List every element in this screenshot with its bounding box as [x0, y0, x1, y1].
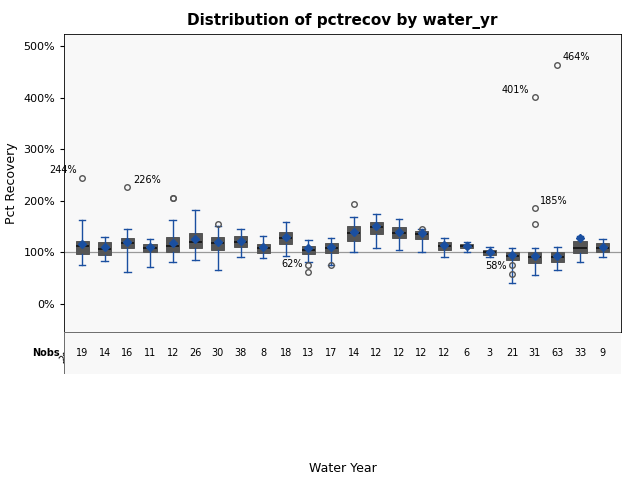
PathPatch shape	[324, 243, 338, 253]
PathPatch shape	[506, 252, 518, 260]
PathPatch shape	[347, 227, 360, 241]
Text: 226%: 226%	[133, 175, 161, 184]
PathPatch shape	[392, 228, 406, 238]
PathPatch shape	[234, 236, 247, 247]
Y-axis label: Pct Recovery: Pct Recovery	[4, 142, 18, 224]
Text: Water Year: Water Year	[308, 462, 376, 475]
Text: 63: 63	[551, 348, 564, 358]
Text: 38: 38	[234, 348, 246, 358]
Text: 12: 12	[166, 348, 179, 358]
Text: 62%: 62%	[282, 259, 303, 269]
PathPatch shape	[551, 252, 564, 263]
Text: 9: 9	[600, 348, 605, 358]
PathPatch shape	[98, 242, 111, 255]
PathPatch shape	[166, 237, 179, 252]
PathPatch shape	[528, 252, 541, 264]
PathPatch shape	[257, 244, 269, 253]
PathPatch shape	[596, 243, 609, 252]
PathPatch shape	[189, 233, 202, 248]
Text: 14: 14	[348, 348, 360, 358]
Text: 3: 3	[486, 348, 493, 358]
Text: 244%: 244%	[49, 165, 77, 175]
Text: 401%: 401%	[502, 84, 529, 95]
Text: 12: 12	[393, 348, 405, 358]
Text: 11: 11	[144, 348, 156, 358]
Text: 464%: 464%	[563, 52, 591, 62]
Text: 58%: 58%	[485, 261, 507, 271]
Text: 33: 33	[574, 348, 586, 358]
Text: 185%: 185%	[540, 196, 568, 205]
Text: 31: 31	[529, 348, 541, 358]
Text: 16: 16	[121, 348, 134, 358]
Text: 6: 6	[464, 348, 470, 358]
Text: 18: 18	[280, 348, 292, 358]
Text: 12: 12	[438, 348, 451, 358]
Title: Distribution of pctrecov by water_yr: Distribution of pctrecov by water_yr	[187, 13, 498, 29]
Text: 19: 19	[76, 348, 88, 358]
Text: 13: 13	[302, 348, 315, 358]
Text: 14: 14	[99, 348, 111, 358]
Text: 17: 17	[325, 348, 337, 358]
PathPatch shape	[573, 241, 587, 253]
PathPatch shape	[302, 246, 315, 253]
Text: 8: 8	[260, 348, 266, 358]
PathPatch shape	[483, 250, 496, 255]
PathPatch shape	[415, 230, 428, 239]
PathPatch shape	[460, 244, 474, 248]
Text: 12: 12	[415, 348, 428, 358]
PathPatch shape	[143, 244, 157, 252]
Text: 26: 26	[189, 348, 202, 358]
PathPatch shape	[279, 231, 292, 244]
PathPatch shape	[211, 237, 225, 250]
PathPatch shape	[76, 241, 89, 253]
Text: 30: 30	[212, 348, 224, 358]
Text: 21: 21	[506, 348, 518, 358]
Text: Nobs: Nobs	[32, 348, 60, 358]
PathPatch shape	[438, 242, 451, 250]
PathPatch shape	[121, 238, 134, 248]
PathPatch shape	[370, 222, 383, 234]
Text: 12: 12	[370, 348, 383, 358]
